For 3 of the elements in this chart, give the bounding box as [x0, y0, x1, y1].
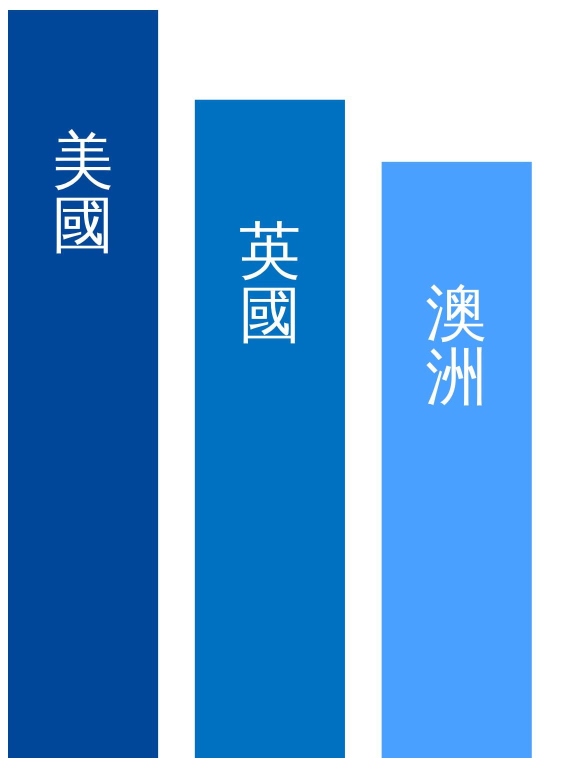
x-tick-label: 英國 — [238, 214, 301, 351]
x-tick-label: 美國 — [52, 124, 114, 261]
x-tick-label: 澳洲 — [426, 276, 488, 413]
